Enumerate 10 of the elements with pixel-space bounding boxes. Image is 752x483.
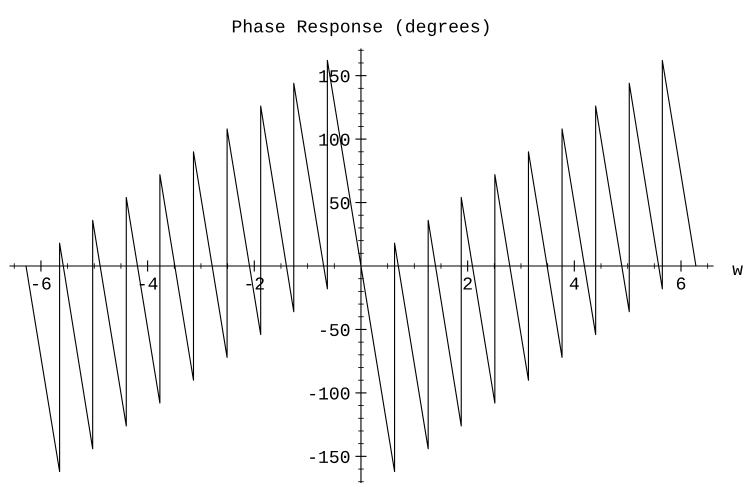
y-tick-label: -100 bbox=[310, 387, 350, 400]
x-tick-label: -6 bbox=[33, 277, 51, 290]
x-axis-title: w bbox=[732, 265, 743, 276]
chart-title: Phase Response (degrees) bbox=[232, 19, 488, 36]
y-tick-label: -50 bbox=[320, 324, 350, 336]
y-tick-label: 50 bbox=[330, 197, 350, 210]
x-tick-label: 4 bbox=[570, 278, 579, 290]
y-tick-label: -150 bbox=[310, 450, 350, 464]
x-tick-label: 2 bbox=[463, 277, 472, 290]
x-tick-label: 6 bbox=[676, 277, 686, 290]
